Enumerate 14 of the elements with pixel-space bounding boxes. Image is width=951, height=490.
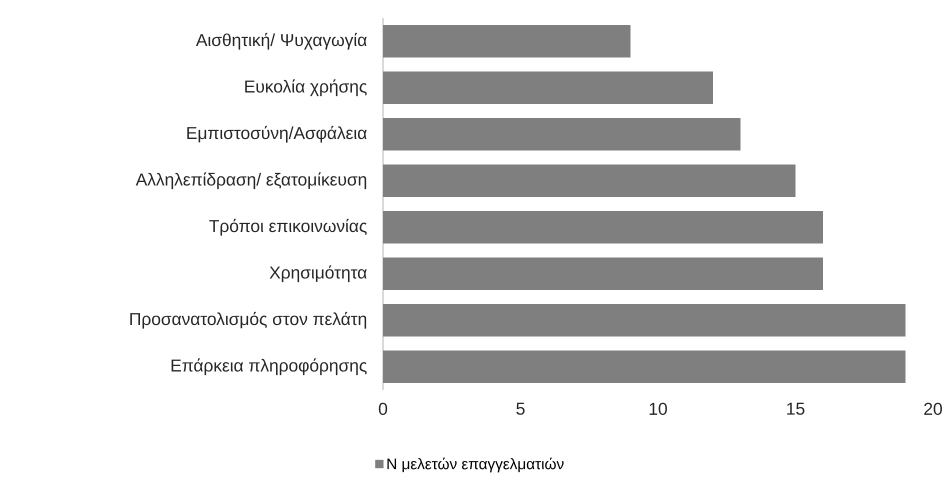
y-tick-label: Προσανατολισμός στον πελάτη xyxy=(130,312,366,329)
y-tick-label: Χρησιμότητα xyxy=(270,265,367,282)
y-tick-label: Επάρκεια πληροφόρησης xyxy=(172,358,367,376)
x-tick-label: 0 xyxy=(378,402,388,415)
y-tick-label: Ευκολία χρήσης xyxy=(245,79,367,96)
y-tick-label: Αισθητική/ Ψυχαγωγία xyxy=(196,32,367,50)
x-tick-label: 5 xyxy=(516,402,525,415)
x-tick-label: 20 xyxy=(924,402,942,415)
y-tick-label: Εμπιστοσύνη/Ασφάλεια xyxy=(187,126,367,143)
y-tick-label: Αλληλεπίδραση/ εξατομίκευση xyxy=(136,172,366,190)
legend-label: Ν μελετών επαγγελματιών xyxy=(387,458,564,472)
x-tick-label: 15 xyxy=(787,402,804,415)
y-tick-label: Τρόποι επικοινωνίας xyxy=(209,218,367,236)
x-tick-label: 10 xyxy=(650,402,667,415)
